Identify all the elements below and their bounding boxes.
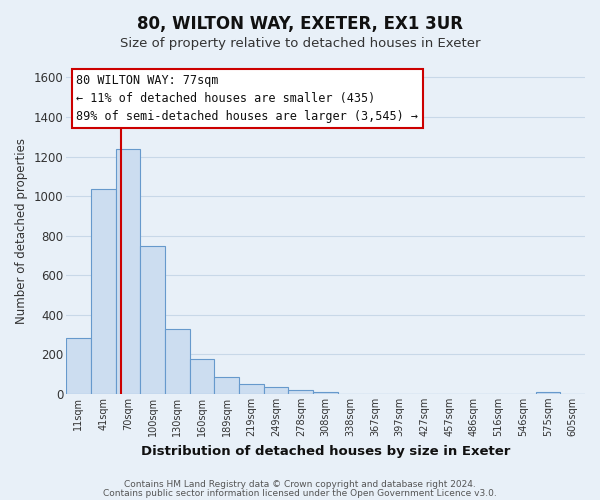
Bar xyxy=(214,377,239,394)
Text: 80 WILTON WAY: 77sqm
← 11% of detached houses are smaller (435)
89% of semi-deta: 80 WILTON WAY: 77sqm ← 11% of detached h… xyxy=(76,74,418,123)
Bar xyxy=(239,384,264,394)
Bar xyxy=(264,387,289,394)
Text: Contains HM Land Registry data © Crown copyright and database right 2024.: Contains HM Land Registry data © Crown c… xyxy=(124,480,476,489)
Text: Size of property relative to detached houses in Exeter: Size of property relative to detached ho… xyxy=(120,38,480,51)
Bar xyxy=(165,328,190,394)
Bar xyxy=(91,189,116,394)
Bar xyxy=(190,360,214,394)
Text: Contains public sector information licensed under the Open Government Licence v3: Contains public sector information licen… xyxy=(103,488,497,498)
X-axis label: Distribution of detached houses by size in Exeter: Distribution of detached houses by size … xyxy=(141,444,510,458)
Bar xyxy=(536,392,560,394)
Text: 80, WILTON WAY, EXETER, EX1 3UR: 80, WILTON WAY, EXETER, EX1 3UR xyxy=(137,15,463,33)
Bar xyxy=(66,338,91,394)
Y-axis label: Number of detached properties: Number of detached properties xyxy=(15,138,28,324)
Bar xyxy=(313,392,338,394)
Bar xyxy=(289,390,313,394)
Bar xyxy=(140,246,165,394)
Bar xyxy=(116,148,140,394)
